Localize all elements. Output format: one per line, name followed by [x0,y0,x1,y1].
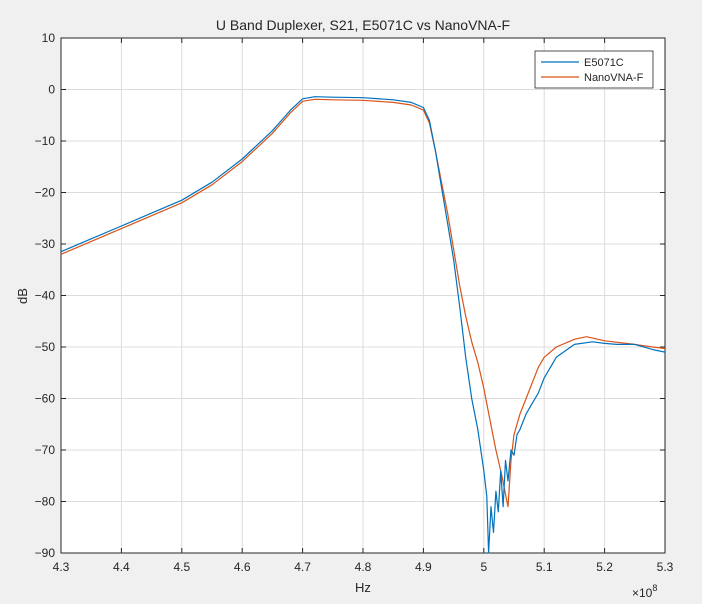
y-tick-label: −20 [35,186,56,200]
x-tick-label: 5.1 [536,560,553,574]
y-tick-label: −60 [35,392,56,406]
x-exponent-label: ×108 [632,583,657,600]
y-tick-label: −90 [35,546,56,560]
y-tick-label: −80 [35,495,56,509]
y-tick-label: −40 [35,289,56,303]
legend-label-nanovna: NanoVNA-F [584,72,644,84]
legend-box [534,50,654,89]
x-tick-label: 4.4 [113,560,130,574]
series-line-e5071c [60,96,666,554]
chart-title: U Band Duplexer, S21, E5071C vs NanoVNA-… [216,17,510,33]
y-tick-label: −10 [35,134,56,148]
legend-label-e5071c: E5071C [584,57,624,69]
y-tick-label: 10 [42,31,56,45]
x-tick-label: 4.9 [415,560,432,574]
x-axis-label: Hz [355,580,371,595]
x-tick-label: 5 [480,560,487,574]
x-tick-label: 4.8 [355,560,372,574]
y-tick-label: −30 [35,237,56,251]
series-line-nanovna-f [60,98,666,508]
y-axis-label: dB [15,288,30,304]
x-tick-label: 4.6 [234,560,251,574]
x-tick-label: 5.3 [657,560,674,574]
x-tick-label: 4.5 [173,560,190,574]
y-tick-label: 0 [48,83,55,97]
legend: E5071C NanoVNA-F [534,50,654,89]
x-tick-label: 5.2 [596,560,613,574]
x-tick-label: 4.3 [53,560,70,574]
grid [60,37,666,554]
x-tick-label: 4.7 [294,560,311,574]
y-tick-label: −70 [35,443,56,457]
y-tick-labels: 10 0 −10 −20 −30 −40 −50 −60 −70 −80 −90 [35,31,56,560]
series-lines [60,96,666,554]
x-tick-labels: 4.3 4.4 4.5 4.6 4.7 4.8 4.9 5 5.1 5.2 5.3 [53,560,674,574]
y-tick-label: −50 [35,340,56,354]
